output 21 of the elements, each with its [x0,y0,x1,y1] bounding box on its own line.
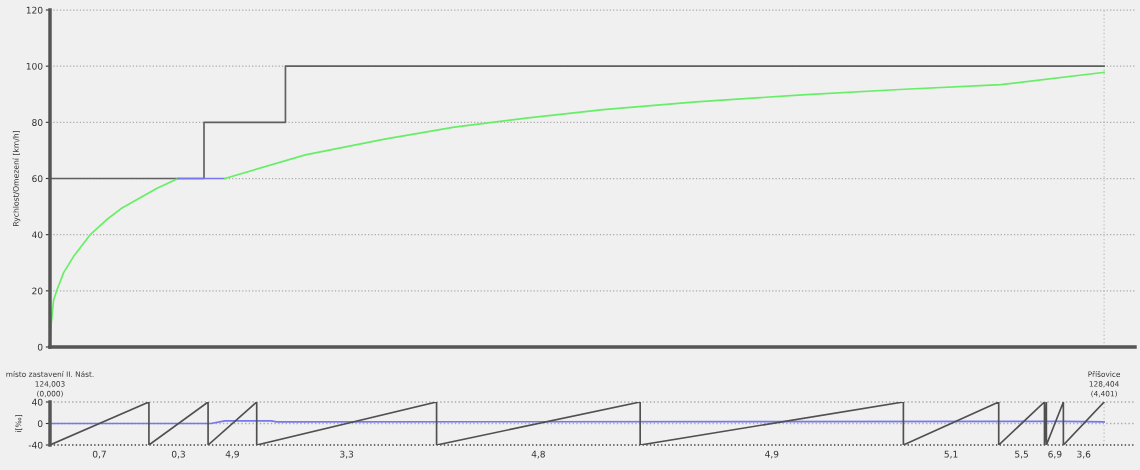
y-tick-label: 60 [32,175,43,183]
y-tick-label: 0 [37,420,43,428]
text: 0,7 [92,450,106,459]
text: 5,1 [944,450,958,459]
text: 0,3 [171,450,185,459]
y-tick-label: 20 [32,287,43,295]
y-tick-label: -40 [28,441,43,449]
text: 5,5 [1015,450,1028,459]
y-tick-label: 0 [37,343,43,351]
y-tick-label: 80 [32,119,43,126]
text: 4,9 [225,450,239,459]
y-tick-label: 100 [26,62,43,70]
y-tick-label: 40 [32,398,43,406]
line-series [224,71,1105,180]
text: 6,9 [1048,450,1062,459]
text: 4,9 [765,450,779,459]
text: 3,3 [340,450,354,459]
y-tick-label: 40 [32,231,43,239]
text: 3,6 [1077,450,1091,459]
text: 4,8 [531,450,545,459]
y-tick-label: 120 [26,6,43,14]
